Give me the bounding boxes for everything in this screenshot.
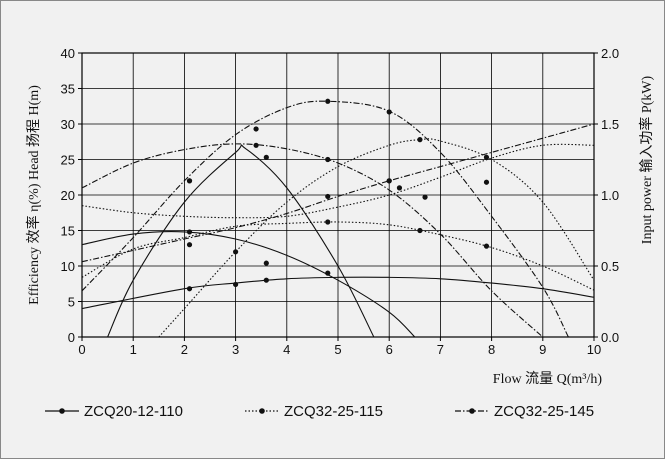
series-1-power-line bbox=[82, 276, 594, 310]
x-tick-label: 5 bbox=[334, 342, 341, 357]
x-tick-label: 2 bbox=[181, 342, 188, 357]
series-2-power-point bbox=[483, 243, 490, 249]
x-tick-label: 9 bbox=[539, 342, 546, 357]
legend-marker bbox=[469, 408, 475, 414]
series-3-efficiency-point bbox=[386, 109, 392, 115]
y-left-tick-label: 5 bbox=[68, 295, 75, 310]
y-left-tick-label: 35 bbox=[61, 82, 75, 97]
legend-label: ZCQ20-12-110 bbox=[84, 403, 183, 420]
series-3-efficiency-point bbox=[325, 98, 331, 104]
series-2-power-line bbox=[82, 221, 594, 291]
y-left-tick-label: 30 bbox=[61, 117, 75, 132]
x-tick-label: 4 bbox=[283, 342, 290, 357]
legend-label: ZCQ32-25-145 bbox=[494, 403, 594, 420]
x-axis-title: Flow 流量 Q(m³/h) bbox=[493, 371, 603, 387]
series-3-head-line bbox=[82, 143, 544, 337]
series-1-efficiency-line bbox=[107, 144, 375, 337]
series-3-head-point bbox=[253, 142, 259, 148]
series-2-power-point bbox=[417, 227, 423, 234]
series-2-power-point bbox=[325, 219, 331, 225]
y-right-tick-label: 0.0 bbox=[601, 330, 619, 345]
y-left-tick-label: 20 bbox=[61, 188, 75, 203]
series-2-efficiency-point bbox=[417, 137, 423, 143]
x-tick-label: 6 bbox=[386, 342, 393, 357]
x-tick-label: 10 bbox=[587, 342, 601, 357]
series-3-efficiency-point bbox=[483, 154, 490, 160]
series-1-power-point bbox=[263, 277, 269, 283]
series-3-head-point bbox=[325, 156, 331, 163]
series-1-head-point bbox=[186, 229, 193, 235]
y-left-tick-label: 15 bbox=[61, 224, 75, 239]
y-left-tick-label: 40 bbox=[61, 46, 75, 61]
series-3-efficiency-point bbox=[186, 178, 193, 184]
series-1-power-point bbox=[233, 281, 239, 288]
y-left-tick-label: 25 bbox=[61, 153, 75, 168]
legend-marker bbox=[59, 408, 65, 414]
series-2-power-point bbox=[263, 260, 269, 266]
legend-label: ZCQ32-25-115 bbox=[284, 403, 383, 420]
series-3-efficiency-point bbox=[253, 126, 259, 132]
series-3-power-point bbox=[483, 179, 490, 185]
y-axis-right-title: Input power 输入功率 P(kW) bbox=[638, 75, 655, 244]
y-right-tick-label: 0.5 bbox=[601, 259, 619, 274]
series-1-power-point bbox=[186, 286, 193, 292]
x-tick-label: 0 bbox=[78, 342, 85, 357]
y-right-tick-label: 2.0 bbox=[601, 46, 619, 61]
axis-ticks: 0 1 2 3 4 5 6 7 8 9 10 0 5 10 15 20 25 30 35 40 0.0 0.5 1.0 1.5… bbox=[61, 46, 620, 357]
y-left-tick-label: 0 bbox=[68, 330, 75, 345]
y-right-tick-label: 1.5 bbox=[601, 117, 619, 132]
series-3-power-point bbox=[325, 193, 331, 200]
grid-lines bbox=[82, 53, 594, 337]
series-2-efficiency-line bbox=[158, 138, 594, 337]
legend-marker bbox=[259, 408, 265, 414]
series-2-head-point bbox=[422, 194, 428, 200]
x-tick-label: 7 bbox=[437, 342, 444, 357]
series-1-head-line bbox=[82, 231, 416, 337]
series-1-efficiency-point bbox=[263, 154, 269, 160]
y-left-tick-label: 10 bbox=[61, 259, 75, 274]
series-3-power-point bbox=[386, 178, 392, 184]
series-1-head-point bbox=[325, 270, 331, 276]
series-2-power-point bbox=[186, 242, 193, 248]
x-tick-label: 3 bbox=[232, 342, 239, 357]
series-3-power-line bbox=[82, 123, 594, 263]
curve-markers bbox=[186, 98, 490, 292]
x-tick-label: 1 bbox=[130, 342, 137, 357]
legend: ZCQ20-12-110 ZCQ32-25-115 ZCQ32-25-145 bbox=[45, 403, 594, 420]
series-2-head-line bbox=[82, 143, 594, 219]
y-axis-left-title: Efficiency 效率 η(%) Head 扬程 H(m) bbox=[25, 85, 42, 305]
x-tick-label: 8 bbox=[488, 342, 495, 357]
y-right-tick-label: 1.0 bbox=[601, 188, 619, 203]
series-2-power-point bbox=[233, 249, 239, 255]
series-2-head-point bbox=[396, 185, 403, 191]
